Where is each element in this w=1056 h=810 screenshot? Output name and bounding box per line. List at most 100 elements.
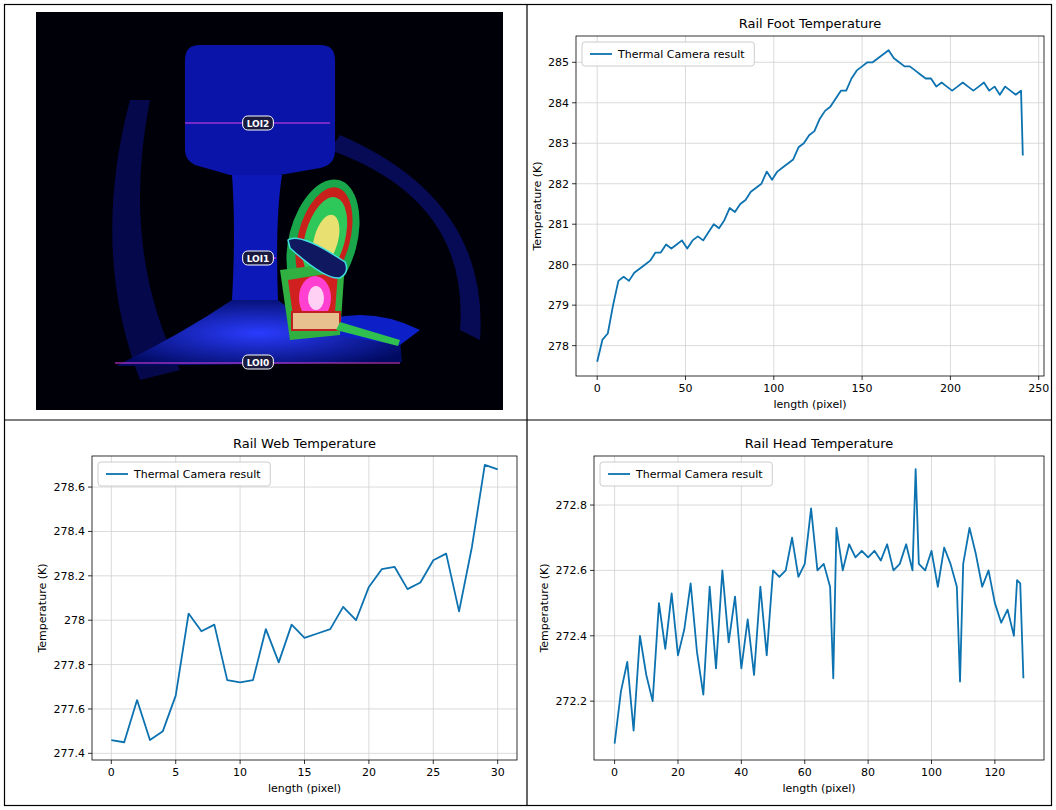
grid-line xyxy=(240,456,241,760)
grid-line xyxy=(92,620,517,621)
tick-label: 280 xyxy=(548,259,569,272)
tick-label: 25 xyxy=(426,766,440,779)
grid-line xyxy=(92,753,517,754)
tick-mark xyxy=(88,575,92,576)
tick-mark xyxy=(572,224,576,225)
tick-mark xyxy=(572,143,576,144)
figure: LOI2LOI1LOI00501001502002502782792802812… xyxy=(0,0,1056,810)
tick-label: 278.4 xyxy=(54,525,86,538)
tick-label: 10 xyxy=(233,766,247,779)
grid-line xyxy=(594,701,1044,702)
tick-mark xyxy=(590,505,594,506)
tick-label: 282 xyxy=(548,178,569,191)
tick-label: 250 xyxy=(1028,382,1049,395)
grid-line xyxy=(433,456,434,760)
data-line xyxy=(597,50,1023,362)
plot-area xyxy=(594,456,1044,760)
grid-line xyxy=(92,575,517,576)
legend: Thermal Camera result xyxy=(582,42,754,66)
tick-label: 0 xyxy=(594,382,601,395)
loi-badge xyxy=(243,251,274,265)
chart: 050100150200250278279280281282283284285R… xyxy=(531,16,1049,411)
tick-label: 100 xyxy=(921,766,942,779)
grid-line xyxy=(92,664,517,665)
tick-mark xyxy=(572,62,576,63)
tick-label: 150 xyxy=(852,382,873,395)
tick-label: 277.6 xyxy=(54,703,86,716)
grid-line xyxy=(175,456,176,760)
divider xyxy=(5,419,1052,420)
grid-line xyxy=(931,456,932,760)
data-line xyxy=(111,465,497,742)
thermal-image: LOI2 LOI1 LOI0 xyxy=(36,12,503,410)
heat-zone xyxy=(292,312,340,330)
chart-title: Rail Foot Temperature xyxy=(739,16,882,31)
grid-line xyxy=(594,635,1044,636)
grid-line xyxy=(92,531,517,532)
loi-badge xyxy=(243,116,274,130)
grid-line xyxy=(576,345,1044,346)
tick-label: 100 xyxy=(763,382,784,395)
tick-mark xyxy=(240,760,241,764)
probe xyxy=(288,238,347,278)
tick-mark xyxy=(590,570,594,571)
tick-mark xyxy=(1038,376,1039,380)
axes-frame xyxy=(92,456,517,760)
grid-line xyxy=(92,487,517,488)
tick-mark xyxy=(433,760,434,764)
tick-mark xyxy=(111,760,112,764)
chart-title: Rail Head Temperature xyxy=(745,436,894,451)
tick-mark xyxy=(572,305,576,306)
tick-mark xyxy=(572,102,576,103)
chart: 051015202530277.4277.6277.8278278.2278.4… xyxy=(36,436,518,795)
panel-frame xyxy=(5,5,1052,806)
tick-mark xyxy=(868,760,869,764)
tick-label: 0 xyxy=(611,766,618,779)
tick-label: 277.8 xyxy=(54,659,86,672)
tick-mark xyxy=(88,708,92,709)
y-axis-title: Temperature (K) xyxy=(538,564,551,654)
tick-label: 272.2 xyxy=(556,695,588,708)
data-group xyxy=(597,50,1023,362)
tick-mark xyxy=(497,760,498,764)
tick-label: 278.2 xyxy=(54,570,86,583)
tick-label: 40 xyxy=(734,766,748,779)
tick-label: 0 xyxy=(108,766,115,779)
heat-zone xyxy=(336,322,400,346)
tick-mark xyxy=(614,760,615,764)
grid-line xyxy=(804,456,805,760)
tick-mark xyxy=(88,487,92,488)
tick-label: 277.4 xyxy=(54,747,86,760)
tick-label: 50 xyxy=(678,382,692,395)
tick-label: 5 xyxy=(172,766,179,779)
data-group xyxy=(615,469,1024,744)
grid-line xyxy=(576,143,1044,144)
tick-label: 284 xyxy=(548,97,569,110)
tick-label: 272.6 xyxy=(556,564,588,577)
tick-label: 272.8 xyxy=(556,499,588,512)
grid-line xyxy=(576,102,1044,103)
tick-label: 279 xyxy=(548,299,569,312)
rail-head xyxy=(185,45,335,175)
x-axis-title: length (pixel) xyxy=(782,782,855,795)
tick-label: 80 xyxy=(861,766,875,779)
tick-label: 120 xyxy=(984,766,1005,779)
image-background xyxy=(36,12,503,410)
tick-mark xyxy=(994,760,995,764)
loi-badge xyxy=(243,355,274,369)
grid-line xyxy=(92,708,517,709)
tick-mark xyxy=(685,376,686,380)
grid-line xyxy=(741,456,742,760)
silhouette xyxy=(112,100,180,380)
tick-label: 283 xyxy=(548,137,569,150)
tick-mark xyxy=(741,760,742,764)
loi-label: LOI0 xyxy=(247,358,270,368)
grid-line xyxy=(368,456,369,760)
loi-label: LOI2 xyxy=(247,119,270,129)
grid-line xyxy=(594,505,1044,506)
loi-label: LOI1 xyxy=(247,254,270,264)
legend-swatch xyxy=(590,53,612,55)
tick-label: 278 xyxy=(548,340,569,353)
grid-line xyxy=(576,183,1044,184)
chart: 020406080100120272.2272.4272.6272.8Rail … xyxy=(538,436,1045,795)
